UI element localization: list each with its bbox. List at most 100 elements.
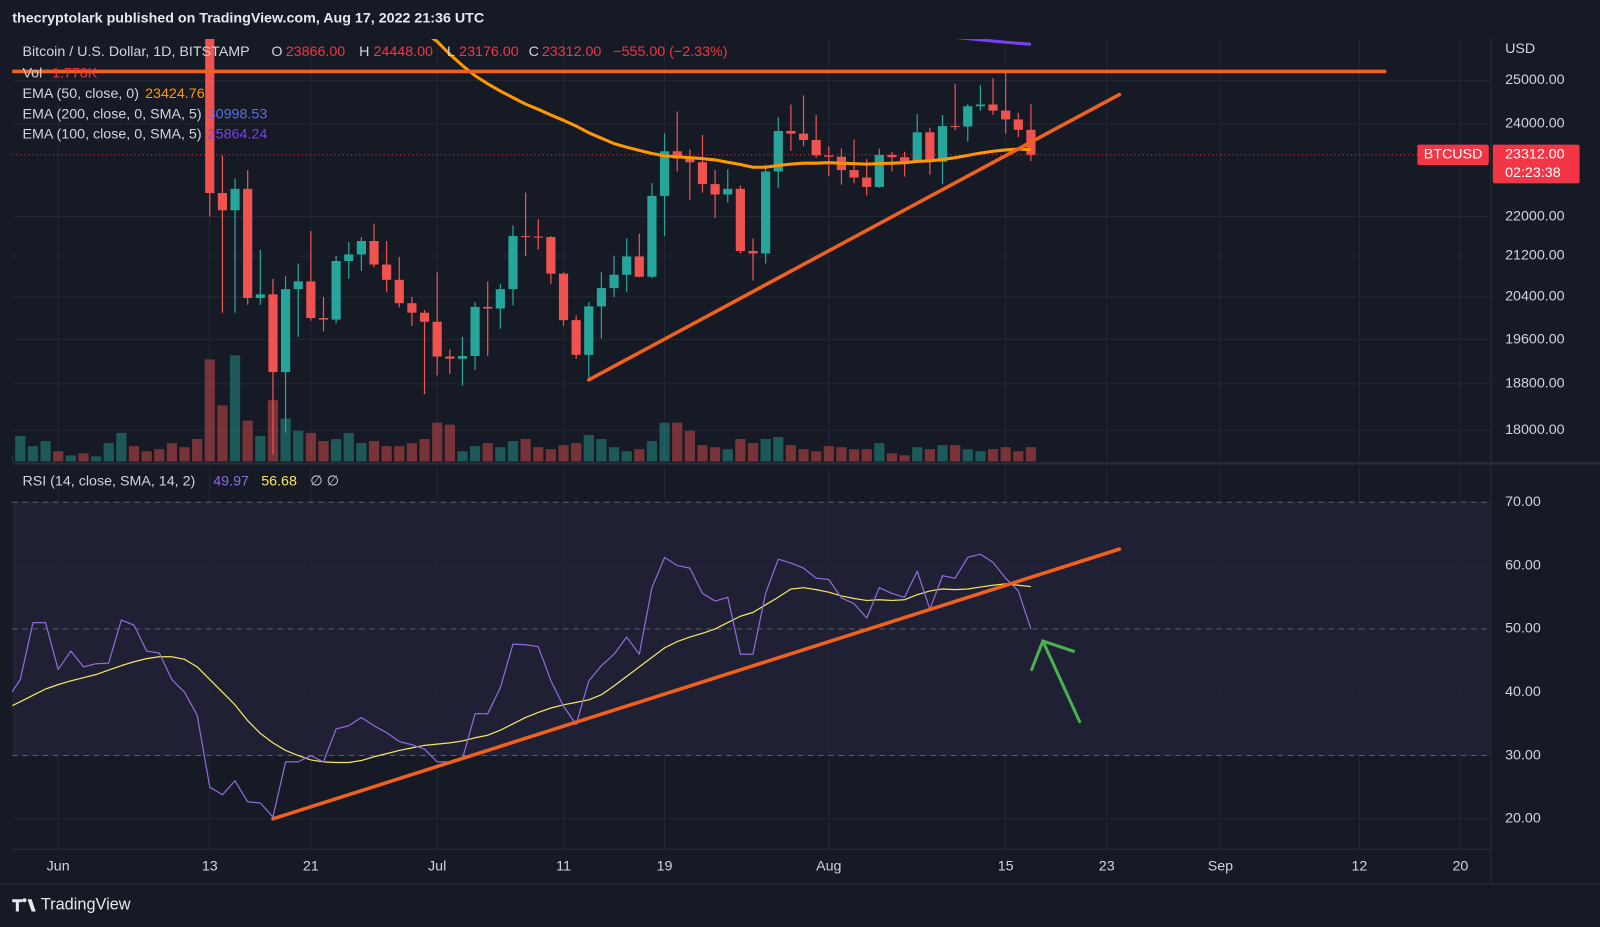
indicator-value: 23424.76: [145, 86, 205, 102]
volume-bar: [507, 441, 519, 462]
volume-bar: [65, 455, 76, 462]
price-badge: [1492, 144, 1580, 184]
candle-body: [508, 236, 518, 290]
rsi-tick-label: 40.00: [1505, 684, 1541, 700]
candle-body: [268, 294, 278, 373]
arrow-head: [1030, 639, 1076, 672]
indicator-value: 30998.53: [208, 106, 268, 122]
logo: [12, 898, 36, 912]
volume-bar: [975, 451, 986, 462]
symbol-badge-text: BTCUSD: [1424, 147, 1483, 163]
trend-line: [271, 547, 1122, 821]
low-value: 23176.00: [459, 44, 519, 60]
candle-body: [217, 193, 228, 211]
volume-bar: [141, 451, 152, 462]
header: thecryptolark published on TradingView.c…: [12, 10, 1535, 489]
candle-body: [925, 132, 935, 162]
candle-body: [773, 130, 783, 172]
volume-bar: [179, 447, 190, 462]
indicator-value: 25864.24: [208, 127, 268, 143]
volume-bar: [596, 439, 607, 462]
volume-bar: [646, 441, 658, 462]
price-plot: [12, 39, 1490, 462]
volume-bar: [937, 445, 948, 462]
volume-bar: [621, 451, 632, 462]
countdown-text: 02:23:38: [1505, 165, 1561, 181]
volume-bar: [469, 446, 481, 462]
candle-body: [445, 356, 455, 359]
volume-bar: [798, 449, 809, 462]
volume-bar: [697, 445, 708, 462]
change: −555.00 (−2.33%): [613, 44, 727, 60]
candle-body: [887, 154, 897, 158]
close-value: 23312.00: [542, 44, 602, 60]
candle-body: [849, 170, 859, 178]
close-key: C: [529, 44, 539, 60]
low-key: L: [447, 44, 455, 60]
candle-body: [723, 188, 733, 195]
volume-bar: [444, 424, 455, 462]
volume-bar: [90, 456, 102, 462]
volume-bar: [12, 455, 13, 462]
volume-bar: [899, 455, 910, 462]
volume-bar: [394, 446, 405, 462]
volume-bar: [242, 420, 253, 462]
candle-body: [571, 320, 581, 355]
arrow-shaft: [1041, 639, 1082, 724]
ema-line: [956, 39, 1032, 46]
rsi-tick-label: 30.00: [1505, 747, 1541, 763]
indicator-name: EMA (100, close, 0, SMA, 5): [22, 127, 201, 143]
candle-body: [584, 306, 594, 355]
volume-bar: [659, 422, 670, 462]
candle-body: [634, 256, 644, 277]
x-tick-label: Aug: [816, 858, 841, 874]
candle-body: [685, 158, 695, 163]
candle-body: [255, 294, 265, 298]
volume-bar: [583, 434, 594, 462]
x-tick-label: 13: [202, 858, 218, 874]
volume-bar: [495, 447, 506, 462]
volume-bar: [154, 449, 165, 462]
candle-body: [521, 236, 531, 238]
rsi-extra: ∅ ∅: [310, 474, 339, 490]
volume-bar: [735, 439, 746, 462]
volume-bar: [255, 435, 266, 462]
candle-body: [798, 133, 809, 140]
volume-bar: [331, 439, 342, 462]
volume-bar: [684, 430, 695, 462]
volume-bar: [722, 449, 733, 462]
arrow-annotation: [1030, 639, 1082, 724]
volume-bar: [229, 355, 241, 462]
candle-body: [975, 104, 985, 107]
candle-body: [950, 126, 960, 128]
x-tick-label: 15: [998, 858, 1014, 874]
y-tick-label: 19600.00: [1505, 331, 1565, 347]
rsi-tick-label: 20.00: [1505, 811, 1541, 827]
candle-body: [697, 162, 708, 185]
candle-body: [1001, 110, 1011, 120]
volume-bar: [53, 451, 64, 462]
volume-bar: [1000, 447, 1011, 462]
volume-bar: [432, 422, 443, 462]
candle-body: [862, 177, 872, 187]
y-tick-label: 20400.00: [1505, 289, 1565, 305]
candle-body: [394, 279, 404, 304]
indicator-name: EMA (200, close, 0, SMA, 5): [22, 106, 201, 122]
rsi-line: [12, 553, 1032, 818]
price-badge-text: 23312.00: [1505, 147, 1565, 163]
x-tick-label: Jul: [428, 858, 446, 874]
currency: USD: [1505, 41, 1535, 57]
volume-bar: [785, 445, 797, 462]
trend-line: [586, 92, 1122, 382]
volume-bar: [848, 449, 860, 462]
candle-body: [761, 171, 771, 254]
volume-bar: [987, 449, 999, 462]
symbol-title: Bitcoin / U.S. Dollar, 1D, BITSTAMP: [22, 44, 249, 60]
candle-body: [344, 254, 354, 262]
volume-bar: [116, 432, 127, 462]
volume-bar: [217, 405, 228, 462]
volume-bar: [280, 418, 291, 462]
volume-bar: [672, 422, 683, 462]
